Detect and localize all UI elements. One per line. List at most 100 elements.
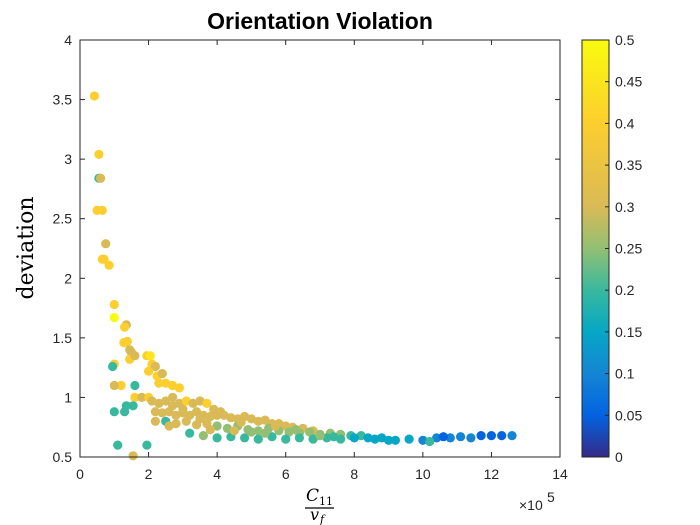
data-point <box>94 149 104 159</box>
colorbar-tick-label: 0.35 <box>615 157 642 173</box>
data-point <box>120 322 130 332</box>
data-point <box>116 380 126 391</box>
colorbar-tick-label: 0.05 <box>615 407 642 423</box>
data-point <box>308 434 318 444</box>
data-point <box>195 396 205 406</box>
x-tick-label: 12 <box>484 466 500 482</box>
data-point <box>466 433 476 443</box>
data-point <box>171 410 181 420</box>
x-tick-label: 6 <box>282 466 290 482</box>
x-tick-label: 4 <box>213 466 221 482</box>
data-point <box>192 407 202 417</box>
data-point <box>212 433 222 443</box>
colorbar-gradient <box>581 39 610 458</box>
data-point <box>122 336 132 346</box>
data-point <box>294 433 304 443</box>
data-point <box>150 416 160 426</box>
data-point <box>476 431 486 441</box>
data-point <box>202 398 212 408</box>
data-point <box>128 451 138 461</box>
data-point <box>181 416 191 426</box>
data-point <box>164 407 174 417</box>
data-point <box>205 425 215 435</box>
colorbar-ticks: 0 0.05 0.1 0.15 0.2 0.25 0.3 0.35 0.4 0.45 0.5 <box>605 32 642 465</box>
colorbar: 0 0.05 0.1 0.15 0.2 0.25 0.3 0.35 0.4 0.45 0.5 <box>581 32 642 465</box>
data-point <box>164 421 174 431</box>
data-point <box>212 421 222 431</box>
data-point <box>260 428 270 438</box>
data-point <box>270 421 280 431</box>
y-tick-label: 3.5 <box>53 92 73 108</box>
data-point <box>142 440 152 450</box>
data-point <box>97 205 107 215</box>
colorbar-tick-label: 0.1 <box>615 366 635 382</box>
scatter-points <box>89 91 517 461</box>
y-tick-label: 2 <box>64 270 72 286</box>
data-point <box>157 369 167 379</box>
data-point <box>130 351 140 361</box>
data-point <box>145 351 155 361</box>
data-point <box>205 411 215 422</box>
data-point <box>456 432 466 442</box>
data-point <box>219 410 229 420</box>
x-exponent-base: ×10 <box>519 497 543 513</box>
y-axis-ticks: 0.5 1 1.5 2 2.5 3 3.5 4 <box>53 32 560 465</box>
data-point <box>305 427 315 437</box>
data-point <box>178 404 188 414</box>
y-tick-label: 2.5 <box>53 211 73 227</box>
y-tick-label: 1 <box>64 389 72 405</box>
data-point <box>147 396 157 406</box>
data-point <box>89 91 99 101</box>
data-point <box>229 426 239 436</box>
x-label-denominator-sub: f <box>319 513 326 525</box>
x-tick-label: 0 <box>76 466 84 482</box>
data-point <box>281 434 291 444</box>
data-point <box>438 432 448 442</box>
data-point <box>150 361 160 372</box>
x-exponent-power: 5 <box>547 489 555 505</box>
data-point <box>336 434 346 444</box>
data-point <box>195 414 205 424</box>
data-point <box>486 431 496 441</box>
data-point <box>101 239 111 249</box>
data-point <box>157 408 167 418</box>
data-point <box>109 313 119 323</box>
data-point <box>349 433 359 443</box>
colorbar-tick-label: 0.15 <box>615 324 642 340</box>
y-tick-label: 1.5 <box>53 330 73 346</box>
data-point <box>445 433 455 443</box>
data-point <box>267 432 277 442</box>
data-point <box>222 423 232 433</box>
data-point <box>370 434 380 444</box>
data-point <box>246 427 256 437</box>
data-point <box>128 401 138 411</box>
data-point <box>390 435 400 445</box>
data-point <box>185 428 195 438</box>
data-point <box>188 398 198 408</box>
data-point <box>363 433 373 443</box>
data-point <box>97 254 107 264</box>
data-point <box>161 378 171 388</box>
x-axis-exponent: ×10 5 <box>519 489 555 513</box>
data-point <box>154 378 164 388</box>
data-point <box>329 432 339 442</box>
chart-title: Orientation Violation <box>207 8 433 34</box>
data-point <box>226 413 236 423</box>
colorbar-tick-label: 0 <box>615 449 623 465</box>
data-point <box>96 173 106 183</box>
data-point <box>171 419 181 429</box>
x-tick-label: 14 <box>552 466 568 482</box>
data-point <box>432 433 442 443</box>
y-tick-label: 4 <box>64 32 72 48</box>
x-tick-label: 2 <box>145 466 153 482</box>
colorbar-tick-label: 0.2 <box>615 282 635 298</box>
data-point <box>315 431 325 441</box>
x-label-numerator: C <box>306 486 319 506</box>
data-point <box>137 392 147 402</box>
data-point <box>253 416 263 426</box>
data-point <box>253 434 263 444</box>
data-point <box>130 392 140 402</box>
data-point <box>240 433 250 443</box>
data-point <box>425 436 435 447</box>
